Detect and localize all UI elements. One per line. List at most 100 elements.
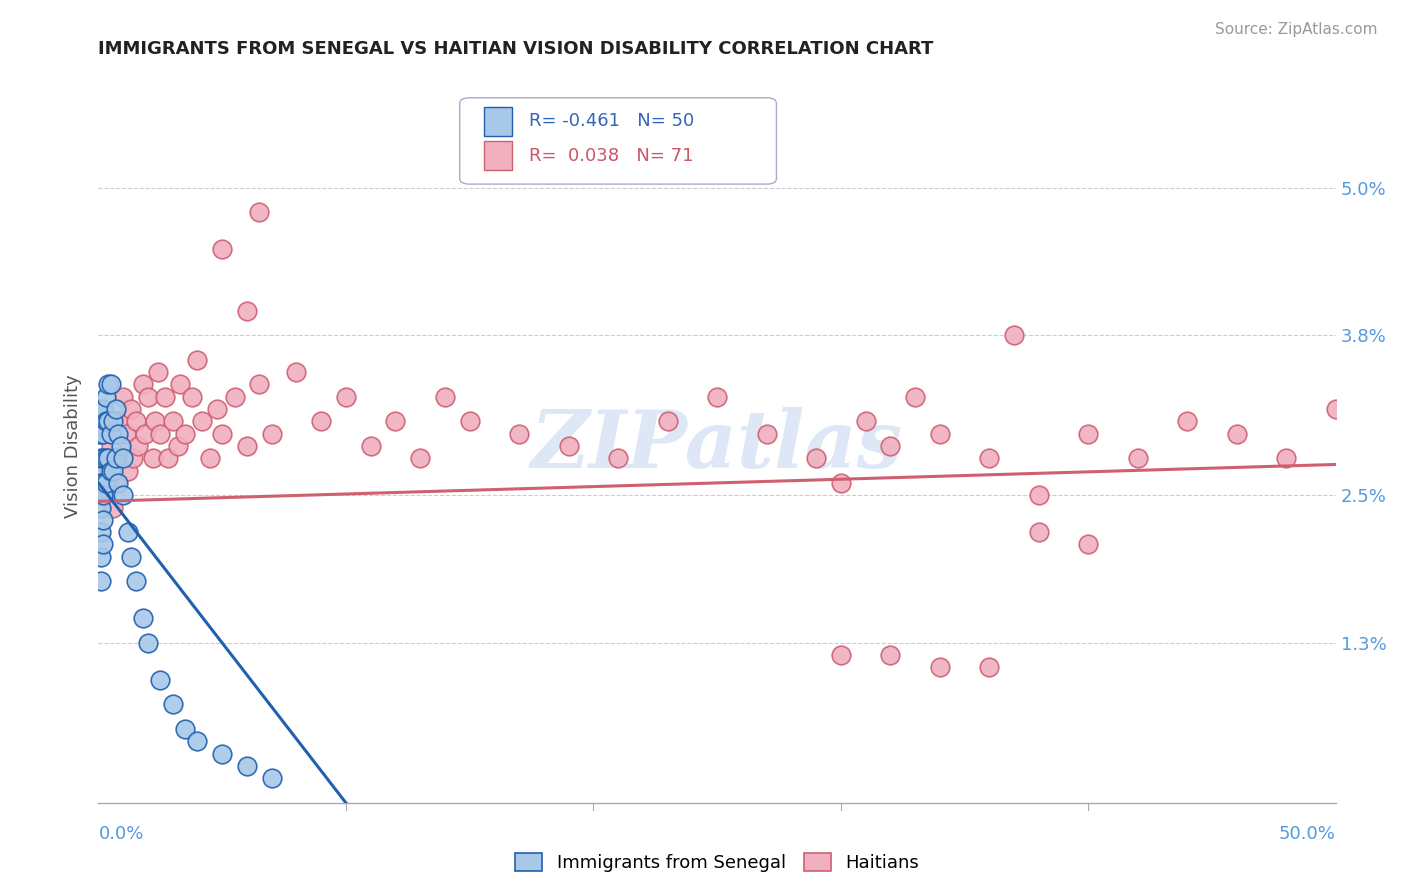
Point: [247, 205, 270, 219]
Point: [224, 390, 246, 404]
Point: [97, 414, 120, 428]
Point: [90, 500, 112, 515]
Point: [181, 390, 204, 404]
Point: [143, 414, 166, 428]
Point: [100, 426, 122, 441]
Point: [90, 475, 112, 490]
Point: [384, 414, 406, 428]
Point: [90, 549, 112, 564]
Point: [979, 660, 1001, 674]
Point: [162, 698, 184, 712]
Point: [120, 402, 142, 417]
Point: [236, 303, 259, 318]
Point: [117, 525, 139, 540]
Point: [804, 451, 827, 466]
Point: [166, 439, 188, 453]
Point: [149, 426, 172, 441]
Point: [90, 402, 112, 417]
Point: [335, 390, 357, 404]
Point: [830, 648, 852, 662]
Point: [657, 414, 679, 428]
Point: [205, 402, 228, 417]
Point: [100, 377, 122, 392]
Point: [112, 390, 135, 404]
Point: [103, 500, 125, 515]
Point: [90, 475, 112, 490]
Point: [94, 390, 117, 404]
Point: [1175, 414, 1198, 428]
Point: [186, 352, 208, 367]
Point: [90, 426, 112, 441]
FancyBboxPatch shape: [485, 107, 512, 136]
Point: [93, 488, 115, 502]
Point: [211, 747, 233, 761]
Point: [114, 426, 136, 441]
Point: [830, 475, 852, 490]
Point: [104, 451, 127, 466]
Point: [1077, 537, 1099, 551]
Point: [107, 414, 129, 428]
Point: [97, 464, 120, 478]
Point: [94, 426, 117, 441]
Point: [1275, 451, 1298, 466]
Point: [94, 414, 117, 428]
Y-axis label: Vision Disability: Vision Disability: [65, 374, 83, 518]
Point: [247, 377, 270, 392]
Point: [879, 439, 901, 453]
Point: [117, 464, 139, 478]
Point: [979, 451, 1001, 466]
Point: [1077, 426, 1099, 441]
Point: [285, 365, 308, 379]
FancyBboxPatch shape: [485, 141, 512, 169]
Point: [169, 377, 191, 392]
Point: [93, 513, 115, 527]
Point: [94, 451, 117, 466]
Point: [879, 648, 901, 662]
Point: [1126, 451, 1149, 466]
Point: [142, 451, 165, 466]
Point: [174, 426, 197, 441]
Point: [706, 390, 728, 404]
Point: [309, 414, 332, 428]
Point: [136, 636, 159, 650]
Point: [1324, 402, 1347, 417]
Text: IMMIGRANTS FROM SENEGAL VS HAITIAN VISION DISABILITY CORRELATION CHART: IMMIGRANTS FROM SENEGAL VS HAITIAN VISIO…: [98, 40, 934, 58]
Point: [112, 488, 135, 502]
Text: ZIPatlas: ZIPatlas: [531, 408, 903, 484]
Point: [103, 414, 125, 428]
Point: [107, 475, 129, 490]
Point: [90, 574, 112, 589]
Point: [433, 390, 456, 404]
Point: [97, 377, 120, 392]
Point: [110, 451, 132, 466]
Point: [409, 451, 432, 466]
Point: [557, 439, 579, 453]
Point: [94, 475, 117, 490]
Point: [174, 722, 197, 736]
Point: [87, 464, 110, 478]
Point: [191, 414, 214, 428]
Point: [607, 451, 630, 466]
Point: [93, 451, 115, 466]
Point: [87, 488, 110, 502]
Point: [124, 574, 146, 589]
Point: [360, 439, 382, 453]
Point: [112, 451, 135, 466]
Point: [104, 475, 127, 490]
Point: [132, 611, 155, 625]
Point: [198, 451, 221, 466]
Point: [260, 771, 283, 785]
Point: [90, 488, 112, 502]
Text: Source: ZipAtlas.com: Source: ZipAtlas.com: [1215, 22, 1378, 37]
Point: [134, 426, 156, 441]
Point: [162, 414, 184, 428]
Point: [755, 426, 778, 441]
Point: [1002, 328, 1025, 343]
Point: [97, 451, 120, 466]
Point: [155, 390, 177, 404]
Point: [928, 660, 950, 674]
Point: [149, 673, 172, 687]
Point: [186, 734, 208, 748]
Point: [93, 402, 115, 417]
Text: R=  0.038   N= 71: R= 0.038 N= 71: [529, 146, 693, 164]
